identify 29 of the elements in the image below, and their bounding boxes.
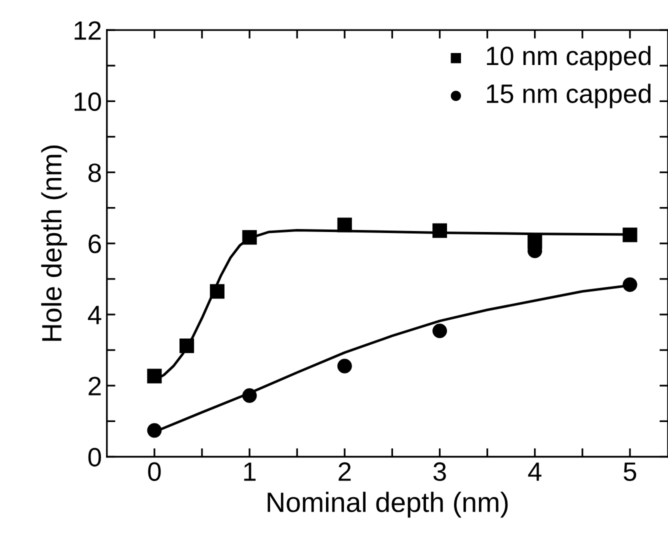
- x-axis-title: Nominal depth (nm): [268, 492, 508, 518]
- point: [242, 388, 257, 403]
- y-tick-label: 12: [74, 21, 101, 40]
- x-tick-label: 2: [338, 462, 351, 481]
- x-tick-label: 5: [624, 462, 636, 481]
- point: [337, 218, 352, 232]
- legend-label: 15 nm capped: [486, 84, 650, 108]
- point: [337, 358, 352, 374]
- y-tick-label: 6: [88, 234, 101, 254]
- y-tick-label: 2: [88, 376, 101, 396]
- y-axis-title: Hole depth (nm): [41, 146, 68, 341]
- point: [622, 228, 638, 242]
- x-tick-label: 4: [528, 462, 542, 481]
- legend-label: 10 nm capped: [486, 46, 650, 71]
- point: [147, 423, 162, 438]
- point: [210, 284, 224, 299]
- y-tick-label: 8: [88, 163, 101, 182]
- x-tick-label: 3: [433, 462, 446, 481]
- y-tick-label: 10: [74, 92, 101, 112]
- y-tick-label: 0: [88, 448, 101, 467]
- point: [242, 230, 257, 245]
- x-tick-label: 0: [148, 462, 161, 481]
- point: [179, 338, 194, 354]
- y-tick-label: 4: [88, 306, 102, 324]
- x-tick-label: 1: [244, 462, 256, 481]
- point: [432, 223, 448, 238]
- point: [432, 324, 448, 338]
- point: [147, 368, 162, 384]
- point: [622, 277, 638, 292]
